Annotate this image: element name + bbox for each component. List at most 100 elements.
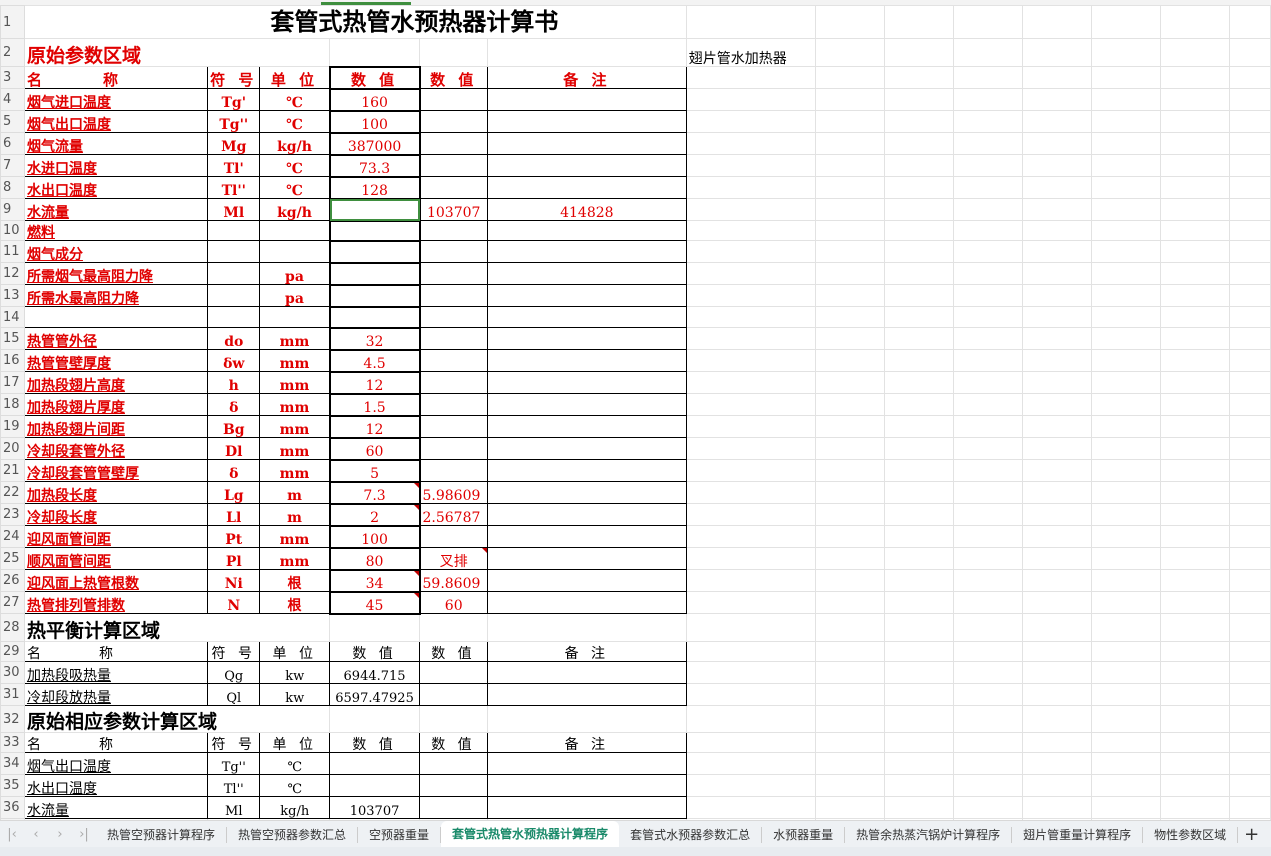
- empty-cell[interactable]: [884, 327, 955, 350]
- empty-cell[interactable]: [884, 437, 955, 460]
- row-header[interactable]: 21: [0, 459, 25, 482]
- row-header[interactable]: 5: [0, 110, 25, 133]
- empty-cell[interactable]: [815, 459, 886, 482]
- empty-cell[interactable]: [419, 705, 488, 733]
- param-symbol[interactable]: Dl: [207, 437, 261, 460]
- param-name[interactable]: 所需水最高阻力降: [23, 284, 209, 307]
- empty-cell[interactable]: [685, 415, 817, 438]
- param-value2[interactable]: [419, 262, 488, 285]
- param-value[interactable]: 6944.715: [329, 661, 420, 684]
- param-value[interactable]: 100: [328, 524, 421, 549]
- empty-cell[interactable]: [1022, 591, 1093, 614]
- empty-cell[interactable]: [1160, 38, 1231, 67]
- empty-cell[interactable]: [953, 88, 1024, 111]
- param-remark[interactable]: [486, 661, 687, 684]
- empty-cell[interactable]: [884, 591, 955, 614]
- param-name[interactable]: 烟气进口温度: [23, 88, 209, 111]
- row-header[interactable]: 3: [0, 66, 25, 89]
- param-value2[interactable]: 60: [419, 591, 488, 614]
- empty-cell[interactable]: [1229, 327, 1271, 350]
- row-header[interactable]: 11: [0, 240, 25, 263]
- empty-cell[interactable]: [1229, 38, 1271, 67]
- empty-cell[interactable]: [329, 38, 420, 67]
- row-header[interactable]: 7: [0, 154, 25, 177]
- param-symbol[interactable]: h: [207, 371, 261, 394]
- param-remark[interactable]: [486, 349, 687, 372]
- empty-cell[interactable]: [953, 176, 1024, 199]
- param-unit[interactable]: kw: [259, 683, 331, 706]
- empty-cell[interactable]: [815, 437, 886, 460]
- empty-cell[interactable]: [1022, 176, 1093, 199]
- empty-cell[interactable]: [884, 752, 955, 775]
- param-value2[interactable]: [419, 88, 488, 111]
- param-value2[interactable]: [419, 371, 488, 394]
- param-name[interactable]: 烟气流量: [23, 132, 209, 155]
- empty-cell[interactable]: [1160, 349, 1231, 372]
- param-name[interactable]: 加热段翅片间距: [23, 415, 209, 438]
- empty-cell[interactable]: [953, 591, 1024, 614]
- empty-cell[interactable]: [884, 796, 955, 819]
- empty-cell[interactable]: [953, 284, 1024, 307]
- empty-cell[interactable]: [815, 5, 886, 39]
- empty-cell[interactable]: [884, 66, 955, 89]
- param-name[interactable]: 烟气成分: [23, 240, 209, 263]
- param-remark[interactable]: [486, 591, 687, 614]
- param-symbol[interactable]: Mg: [207, 132, 261, 155]
- param-value2[interactable]: 5.98609: [419, 481, 488, 504]
- empty-cell[interactable]: [884, 262, 955, 285]
- empty-cell[interactable]: [1022, 154, 1093, 177]
- param-remark[interactable]: [486, 415, 687, 438]
- section-title-original-params[interactable]: 原始参数区域: [23, 38, 331, 67]
- row-header[interactable]: 36: [0, 796, 25, 819]
- empty-cell[interactable]: [1091, 661, 1162, 684]
- param-value[interactable]: 60: [328, 436, 421, 461]
- param-unit[interactable]: mm: [259, 349, 331, 372]
- empty-cell[interactable]: [815, 132, 886, 155]
- empty-cell[interactable]: [884, 198, 955, 221]
- empty-cell[interactable]: [685, 591, 817, 614]
- empty-cell[interactable]: [685, 284, 817, 307]
- param-unit[interactable]: ℃: [259, 154, 331, 177]
- param-name[interactable]: 冷却段长度: [23, 503, 209, 526]
- empty-cell[interactable]: [1091, 371, 1162, 394]
- empty-cell[interactable]: [953, 262, 1024, 285]
- empty-cell[interactable]: [1091, 327, 1162, 350]
- param-name[interactable]: 燃料: [23, 220, 209, 241]
- empty-cell[interactable]: [815, 110, 886, 133]
- empty-cell[interactable]: [815, 371, 886, 394]
- empty-cell[interactable]: [1160, 198, 1231, 221]
- empty-cell[interactable]: [815, 327, 886, 350]
- empty-cell[interactable]: [685, 705, 817, 733]
- row-header[interactable]: 20: [0, 437, 25, 460]
- empty-cell[interactable]: [1091, 220, 1162, 241]
- param-value2[interactable]: [419, 437, 488, 460]
- empty-cell[interactable]: [329, 705, 420, 733]
- empty-cell[interactable]: [815, 569, 886, 592]
- param-symbol[interactable]: Ll: [207, 503, 261, 526]
- empty-cell[interactable]: [1022, 547, 1093, 570]
- column-header-remark[interactable]: 备 注: [486, 641, 687, 662]
- param-value2[interactable]: [419, 459, 488, 482]
- empty-cell[interactable]: [1022, 88, 1093, 111]
- empty-cell[interactable]: [1022, 284, 1093, 307]
- empty-cell[interactable]: [1160, 262, 1231, 285]
- column-header-value[interactable]: 数 值: [328, 65, 421, 90]
- empty-cell[interactable]: [685, 220, 817, 241]
- empty-cell[interactable]: [1091, 752, 1162, 775]
- row-header[interactable]: 32: [0, 705, 25, 733]
- empty-cell[interactable]: [953, 415, 1024, 438]
- section-title-heat-balance[interactable]: 热平衡计算区域: [23, 613, 331, 642]
- empty-cell[interactable]: [1229, 481, 1271, 504]
- sheet-tab[interactable]: 空预器重量: [358, 826, 442, 843]
- empty-cell[interactable]: [1229, 132, 1271, 155]
- param-remark[interactable]: [486, 176, 687, 199]
- column-header-name[interactable]: 名 称: [23, 732, 209, 753]
- param-remark[interactable]: [486, 547, 687, 570]
- empty-cell[interactable]: [815, 613, 886, 642]
- empty-cell[interactable]: [953, 110, 1024, 133]
- empty-cell[interactable]: [815, 240, 886, 263]
- empty-cell[interactable]: [1022, 240, 1093, 263]
- empty-cell[interactable]: [815, 641, 886, 662]
- param-name[interactable]: 水出口温度: [23, 774, 209, 797]
- empty-cell[interactable]: [1160, 393, 1231, 416]
